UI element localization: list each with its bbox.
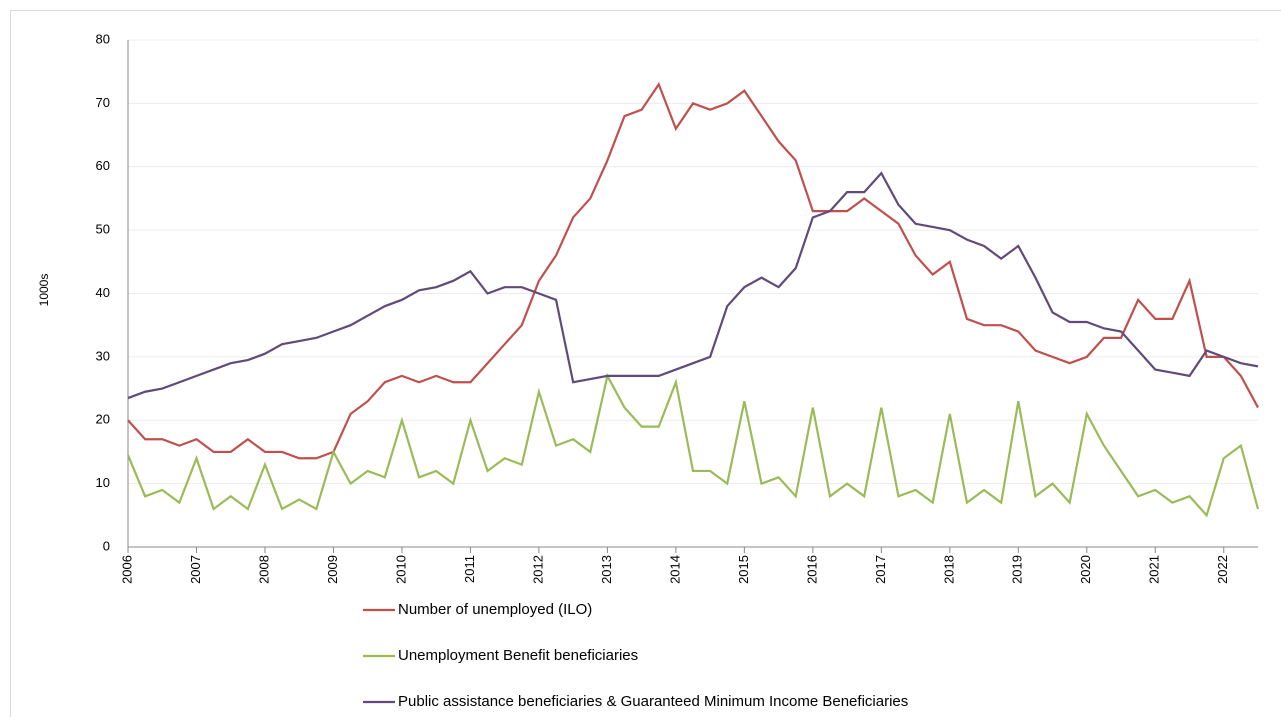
- frame: [11, 11, 1281, 718]
- x-tick-label: 2019: [1010, 555, 1025, 584]
- x-tick-label: 2011: [462, 555, 477, 583]
- legend-label: Unemployment Benefit beneficiaries: [398, 647, 638, 664]
- y-tick-label: 10: [96, 475, 110, 490]
- data-line: [128, 84, 1258, 458]
- x-tick-label: 2020: [1078, 555, 1093, 584]
- x-tick-label: 2021: [1147, 555, 1162, 584]
- y-tick-label: 20: [96, 412, 110, 427]
- x-tick-label: 2007: [188, 555, 203, 584]
- x-tick-label: 2022: [1215, 555, 1230, 584]
- x-tick-label: 2017: [873, 555, 888, 584]
- x-tick-label: 2009: [325, 555, 340, 584]
- y-tick-label: 30: [96, 348, 110, 363]
- x-tick-label: 2012: [530, 555, 545, 584]
- x-tick-label: 2008: [256, 555, 271, 584]
- y-tick-label: 0: [103, 538, 110, 553]
- y-tick-label: 40: [96, 285, 110, 300]
- legend-label: Number of unemployed (ILO): [398, 601, 592, 618]
- y-tick-label: 70: [96, 95, 110, 110]
- x-tick-label: 2010: [393, 555, 408, 584]
- data-line: [128, 376, 1258, 515]
- y-tick-label: 50: [96, 222, 110, 237]
- data-line: [128, 173, 1258, 398]
- x-tick-label: 2014: [667, 555, 682, 584]
- x-tick-label: 2013: [599, 555, 614, 584]
- x-tick-label: 2015: [736, 555, 751, 584]
- y-tick-label: 80: [96, 31, 110, 46]
- x-tick-label: 2006: [119, 555, 134, 584]
- x-tick-label: 2018: [941, 555, 956, 584]
- y-tick-label: 60: [96, 158, 110, 173]
- x-tick-label: 2016: [804, 555, 819, 584]
- legend-label: Public assistance beneficiaries & Guaran…: [398, 693, 908, 710]
- y-axis-label: 1000s: [37, 274, 51, 307]
